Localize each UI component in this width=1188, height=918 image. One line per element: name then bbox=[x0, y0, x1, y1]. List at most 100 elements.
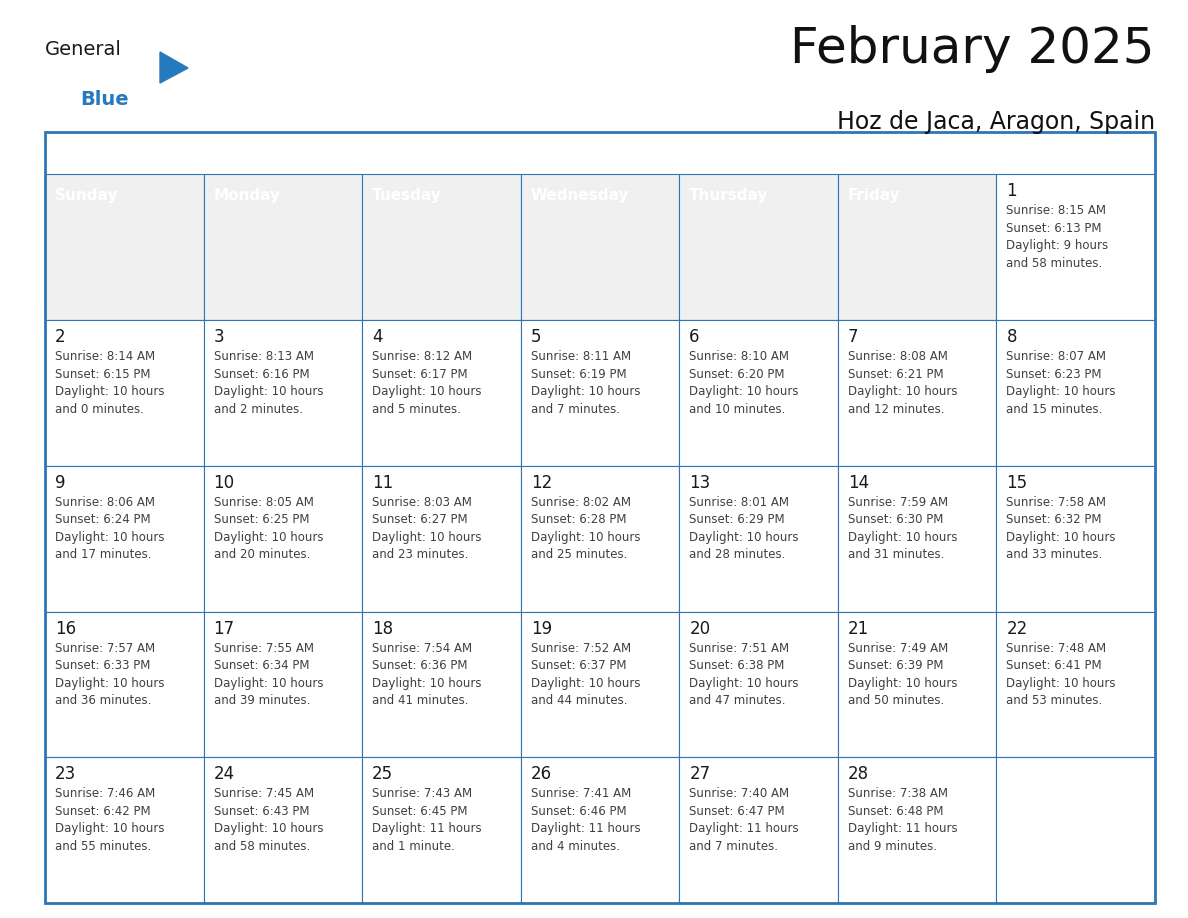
Text: and 4 minutes.: and 4 minutes. bbox=[531, 840, 620, 853]
Text: and 31 minutes.: and 31 minutes. bbox=[848, 548, 944, 561]
Text: Monday: Monday bbox=[214, 188, 280, 203]
Text: Sunrise: 7:48 AM: Sunrise: 7:48 AM bbox=[1006, 642, 1106, 655]
Text: and 17 minutes.: and 17 minutes. bbox=[55, 548, 152, 561]
Text: Daylight: 11 hours: Daylight: 11 hours bbox=[372, 823, 482, 835]
Text: Sunset: 6:47 PM: Sunset: 6:47 PM bbox=[689, 805, 785, 818]
Text: Daylight: 10 hours: Daylight: 10 hours bbox=[848, 386, 958, 398]
Text: Daylight: 10 hours: Daylight: 10 hours bbox=[1006, 386, 1116, 398]
Bar bbox=[203, 174, 362, 320]
Text: Hoz de Jaca, Aragon, Spain: Hoz de Jaca, Aragon, Spain bbox=[836, 110, 1155, 134]
Text: Sunset: 6:39 PM: Sunset: 6:39 PM bbox=[848, 659, 943, 672]
Text: and 47 minutes.: and 47 minutes. bbox=[689, 694, 785, 707]
Text: Sunset: 6:27 PM: Sunset: 6:27 PM bbox=[372, 513, 468, 526]
Text: and 20 minutes.: and 20 minutes. bbox=[214, 548, 310, 561]
Text: 7: 7 bbox=[848, 328, 859, 346]
Text: Sunset: 6:20 PM: Sunset: 6:20 PM bbox=[689, 367, 785, 381]
Bar bbox=[203, 320, 362, 465]
Bar bbox=[520, 320, 680, 465]
Text: General: General bbox=[45, 40, 122, 59]
Text: and 28 minutes.: and 28 minutes. bbox=[689, 548, 785, 561]
Text: Daylight: 10 hours: Daylight: 10 hours bbox=[372, 386, 481, 398]
Text: Sunrise: 8:08 AM: Sunrise: 8:08 AM bbox=[848, 350, 948, 364]
Bar bbox=[362, 465, 520, 611]
Text: Sunset: 6:32 PM: Sunset: 6:32 PM bbox=[1006, 513, 1102, 526]
Bar bbox=[45, 174, 203, 217]
Bar bbox=[997, 757, 1155, 903]
Bar bbox=[520, 174, 680, 320]
Text: Sunday: Sunday bbox=[55, 188, 119, 203]
Bar bbox=[838, 174, 997, 217]
Bar bbox=[838, 465, 997, 611]
Bar bbox=[45, 757, 203, 903]
Text: Daylight: 10 hours: Daylight: 10 hours bbox=[848, 531, 958, 543]
Text: Daylight: 10 hours: Daylight: 10 hours bbox=[372, 677, 481, 689]
Text: Daylight: 10 hours: Daylight: 10 hours bbox=[55, 677, 164, 689]
Text: Sunrise: 7:38 AM: Sunrise: 7:38 AM bbox=[848, 788, 948, 800]
Text: Sunset: 6:34 PM: Sunset: 6:34 PM bbox=[214, 659, 309, 672]
Text: 12: 12 bbox=[531, 474, 552, 492]
Text: 15: 15 bbox=[1006, 474, 1028, 492]
Bar bbox=[203, 465, 362, 611]
Bar bbox=[362, 174, 520, 217]
Text: and 7 minutes.: and 7 minutes. bbox=[531, 403, 620, 416]
Text: Sunrise: 8:05 AM: Sunrise: 8:05 AM bbox=[214, 496, 314, 509]
Bar bbox=[362, 611, 520, 757]
Text: and 0 minutes.: and 0 minutes. bbox=[55, 403, 144, 416]
Text: Sunrise: 7:58 AM: Sunrise: 7:58 AM bbox=[1006, 496, 1106, 509]
Bar bbox=[680, 465, 838, 611]
Text: and 50 minutes.: and 50 minutes. bbox=[848, 694, 944, 707]
Text: 5: 5 bbox=[531, 328, 542, 346]
Text: Sunset: 6:23 PM: Sunset: 6:23 PM bbox=[1006, 367, 1102, 381]
Text: Sunrise: 8:07 AM: Sunrise: 8:07 AM bbox=[1006, 350, 1106, 364]
Text: 8: 8 bbox=[1006, 328, 1017, 346]
Text: Sunrise: 7:54 AM: Sunrise: 7:54 AM bbox=[372, 642, 473, 655]
Text: and 25 minutes.: and 25 minutes. bbox=[531, 548, 627, 561]
Text: Sunrise: 7:52 AM: Sunrise: 7:52 AM bbox=[531, 642, 631, 655]
Text: Sunset: 6:48 PM: Sunset: 6:48 PM bbox=[848, 805, 943, 818]
Text: Daylight: 10 hours: Daylight: 10 hours bbox=[689, 531, 798, 543]
Text: Sunset: 6:38 PM: Sunset: 6:38 PM bbox=[689, 659, 784, 672]
Text: Daylight: 10 hours: Daylight: 10 hours bbox=[531, 677, 640, 689]
Text: Daylight: 10 hours: Daylight: 10 hours bbox=[689, 677, 798, 689]
Text: 3: 3 bbox=[214, 328, 225, 346]
Text: Daylight: 11 hours: Daylight: 11 hours bbox=[531, 823, 640, 835]
Text: Sunset: 6:33 PM: Sunset: 6:33 PM bbox=[55, 659, 151, 672]
Bar bbox=[203, 757, 362, 903]
Text: Sunrise: 7:41 AM: Sunrise: 7:41 AM bbox=[531, 788, 631, 800]
Text: Daylight: 10 hours: Daylight: 10 hours bbox=[531, 531, 640, 543]
Bar bbox=[362, 757, 520, 903]
Text: and 41 minutes.: and 41 minutes. bbox=[372, 694, 468, 707]
Bar bbox=[838, 320, 997, 465]
Text: 25: 25 bbox=[372, 766, 393, 783]
Text: 20: 20 bbox=[689, 620, 710, 638]
Text: and 15 minutes.: and 15 minutes. bbox=[1006, 403, 1102, 416]
Text: Wednesday: Wednesday bbox=[531, 188, 630, 203]
Text: 9: 9 bbox=[55, 474, 65, 492]
Text: Daylight: 10 hours: Daylight: 10 hours bbox=[848, 677, 958, 689]
Bar bbox=[45, 132, 1155, 903]
Text: 22: 22 bbox=[1006, 620, 1028, 638]
Text: Daylight: 11 hours: Daylight: 11 hours bbox=[689, 823, 798, 835]
Bar bbox=[680, 320, 838, 465]
Text: Sunrise: 7:43 AM: Sunrise: 7:43 AM bbox=[372, 788, 473, 800]
Bar bbox=[45, 320, 203, 465]
Text: 23: 23 bbox=[55, 766, 76, 783]
Bar bbox=[997, 174, 1155, 320]
Text: Sunrise: 8:12 AM: Sunrise: 8:12 AM bbox=[372, 350, 473, 364]
Text: Blue: Blue bbox=[80, 90, 128, 109]
Text: 4: 4 bbox=[372, 328, 383, 346]
Bar bbox=[680, 611, 838, 757]
Text: Daylight: 10 hours: Daylight: 10 hours bbox=[214, 531, 323, 543]
Text: Sunset: 6:28 PM: Sunset: 6:28 PM bbox=[531, 513, 626, 526]
Bar bbox=[362, 174, 520, 320]
Text: Sunset: 6:13 PM: Sunset: 6:13 PM bbox=[1006, 222, 1102, 235]
Text: Daylight: 10 hours: Daylight: 10 hours bbox=[689, 386, 798, 398]
Text: 1: 1 bbox=[1006, 183, 1017, 200]
Text: Thursday: Thursday bbox=[689, 188, 769, 203]
Text: Sunset: 6:24 PM: Sunset: 6:24 PM bbox=[55, 513, 151, 526]
Text: Sunset: 6:15 PM: Sunset: 6:15 PM bbox=[55, 367, 151, 381]
Text: Daylight: 10 hours: Daylight: 10 hours bbox=[55, 531, 164, 543]
Text: Sunset: 6:46 PM: Sunset: 6:46 PM bbox=[531, 805, 626, 818]
Text: Sunset: 6:17 PM: Sunset: 6:17 PM bbox=[372, 367, 468, 381]
Text: Sunset: 6:16 PM: Sunset: 6:16 PM bbox=[214, 367, 309, 381]
